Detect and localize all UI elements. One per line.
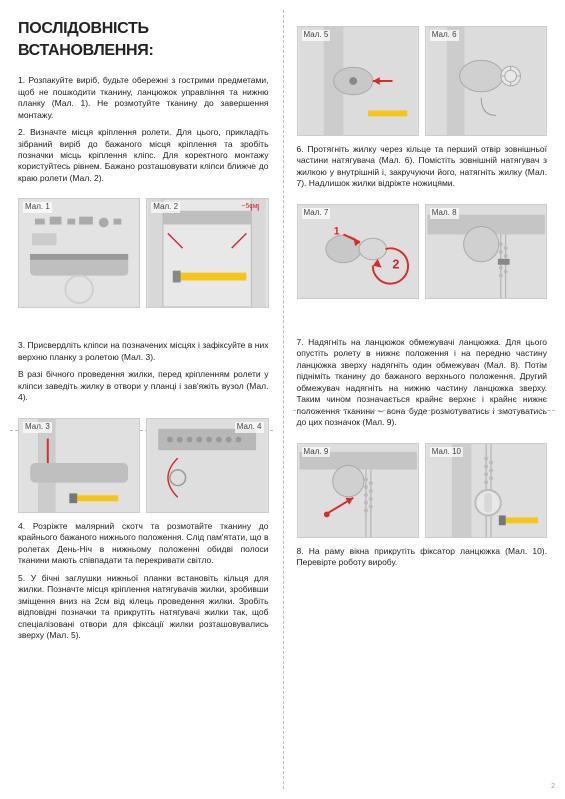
figure-row-9-10: Мал. 9 Мал. 10 (297, 443, 548, 538)
step-6: 6. Протягніть жилку через кільце та перш… (297, 144, 548, 190)
figure-label: Мал. 5 (302, 30, 331, 41)
step-2: 2. Визначте місця кріплення ролети. Для … (18, 127, 269, 184)
figure-label: Мал. 8 (430, 208, 459, 219)
figure-label: Мал. 2 (151, 202, 180, 213)
page-title: ПОСЛІДОВНІСТЬ ВСТАНОВЛЕННЯ: (18, 18, 269, 61)
right-column: Мал. 5 Мал. 6 6. Протягніть (283, 0, 565, 799)
page-number: 2 (551, 782, 555, 791)
step-1: 1. Розпакуйте виріб, будьте обережні з г… (18, 75, 269, 121)
step-3b: В разі бічного проведення жилки, перед к… (18, 369, 269, 403)
figure-2: Мал. 2 ~5см (146, 198, 268, 308)
horizontal-divider-right (293, 410, 556, 411)
vertical-divider (283, 10, 284, 789)
svg-text:2: 2 (392, 257, 399, 272)
figure-1: Мал. 1 (18, 198, 140, 308)
figure-8: Мал. 8 (425, 204, 547, 299)
step-3a: 3. Присвердліть кліпси на позначених міс… (18, 340, 269, 363)
figure-6: Мал. 6 (425, 26, 547, 136)
figure-row-5-6: Мал. 5 Мал. 6 (297, 26, 548, 136)
figure-5: Мал. 5 (297, 26, 419, 136)
figure-4: Мал. 4 (146, 418, 268, 513)
step-7: 7. Надягніть на ланцюжок обмежувачі ланц… (297, 337, 548, 429)
step-5: 5. У бічні заглушки нижньої планки встан… (18, 573, 269, 642)
step-4: 4. Розріжте малярний скотч та розмотайте… (18, 521, 269, 567)
svg-text:~5см: ~5см (242, 203, 258, 210)
figure-9: Мал. 9 (297, 443, 419, 538)
figure-label: Мал. 6 (430, 30, 459, 41)
figure-label: Мал. 7 (302, 208, 331, 219)
figure-label: Мал. 10 (430, 447, 463, 458)
figure-label: Мал. 3 (23, 422, 52, 433)
step-8: 8. На раму вікна прикрутіть фіксатор лан… (297, 546, 548, 569)
figure-3: Мал. 3 (18, 418, 140, 513)
figure-row-7-8: Мал. 7 1 2 Мал. 8 (297, 204, 548, 299)
figure-label: Мал. 9 (302, 447, 331, 458)
left-column: ПОСЛІДОВНІСТЬ ВСТАНОВЛЕННЯ: 1. Розпакуйт… (0, 0, 283, 799)
figure-7: Мал. 7 1 2 (297, 204, 419, 299)
figure-label: Мал. 4 (235, 422, 264, 433)
figure-row-1-2: Мал. 1 Мал. 2 ~5см (18, 198, 269, 308)
figure-label: Мал. 1 (23, 202, 52, 213)
svg-text:1: 1 (333, 225, 339, 237)
figure-10: Мал. 10 (425, 443, 547, 538)
figure-row-3-4: Мал. 3 Мал. 4 (18, 418, 269, 513)
